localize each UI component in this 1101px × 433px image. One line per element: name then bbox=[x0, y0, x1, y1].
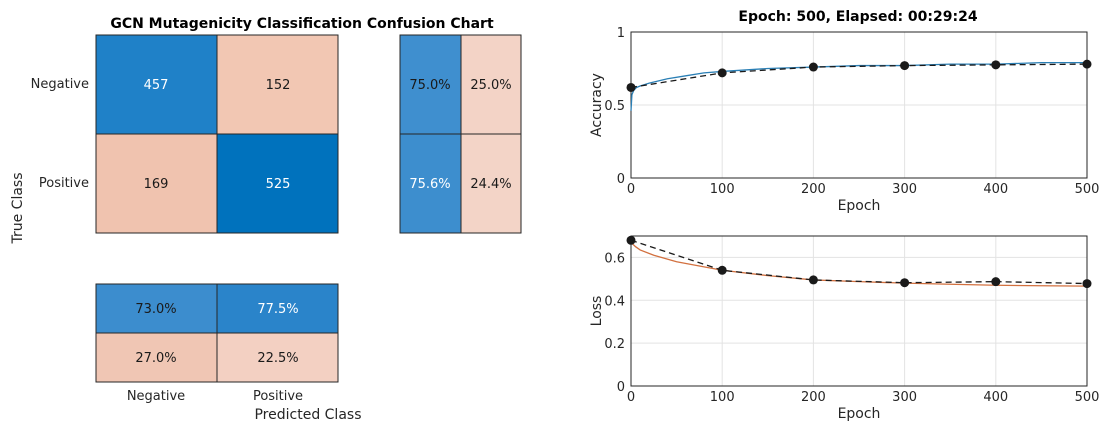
y-axis-label: Accuracy bbox=[589, 73, 605, 137]
cell-value: 525 bbox=[266, 177, 291, 192]
x-tick-label: 100 bbox=[710, 182, 735, 197]
x-axis-label: Epoch bbox=[838, 198, 881, 214]
y-tick-label: 0.6 bbox=[604, 251, 625, 266]
column-summary-value: 22.5% bbox=[257, 351, 298, 366]
column-summary-value: 27.0% bbox=[135, 351, 176, 366]
column-label-negative: Negative bbox=[127, 389, 185, 404]
y-tick-label: 0.2 bbox=[604, 337, 625, 352]
validation-point bbox=[991, 60, 1000, 69]
row-summary: 75.0% 25.0% 75.6% 24.4% bbox=[400, 35, 521, 233]
validation-point bbox=[900, 278, 909, 287]
validation-point bbox=[900, 61, 909, 70]
x-tick-label: 0 bbox=[627, 390, 635, 405]
loss-plot: 0 100 200 300 400 500 0 0.2 0.4 0.6 Epoch Loss bbox=[589, 236, 1099, 422]
x-tick-label: 500 bbox=[1075, 390, 1100, 405]
validation-point bbox=[991, 277, 1000, 286]
validation-point bbox=[1083, 279, 1092, 288]
validation-point bbox=[718, 266, 727, 275]
accuracy-plot: 0 100 200 300 400 500 0 0.5 1 Epoch Accuracy bbox=[589, 26, 1099, 214]
y-tick-label: 1 bbox=[617, 26, 625, 41]
column-summary-value: 73.0% bbox=[135, 302, 176, 317]
true-class-label: True Class bbox=[10, 172, 26, 244]
cell-value: 169 bbox=[144, 177, 169, 192]
row-summary-value: 75.6% bbox=[409, 177, 450, 192]
cell-value: 457 bbox=[144, 78, 169, 93]
x-tick-label: 500 bbox=[1075, 182, 1100, 197]
x-tick-label: 300 bbox=[892, 182, 917, 197]
x-tick-label: 400 bbox=[983, 390, 1008, 405]
x-tick-label: 200 bbox=[801, 390, 826, 405]
y-tick-label: 0 bbox=[617, 172, 625, 187]
y-tick-label: 0.5 bbox=[604, 99, 625, 114]
x-axis-label: Epoch bbox=[838, 406, 881, 422]
validation-point bbox=[1083, 60, 1092, 69]
training-progress-title: Epoch: 500, Elapsed: 00:29:24 bbox=[738, 9, 977, 25]
validation-point bbox=[627, 83, 636, 92]
y-tick-label: 0.4 bbox=[604, 294, 625, 309]
loss-plot-area bbox=[631, 236, 1087, 386]
x-tick-label: 200 bbox=[801, 182, 826, 197]
validation-point bbox=[809, 63, 818, 72]
confusion-matrix: 457 152 169 525 bbox=[96, 35, 338, 233]
row-summary-value: 75.0% bbox=[409, 78, 450, 93]
x-tick-label: 400 bbox=[983, 182, 1008, 197]
validation-point bbox=[809, 275, 818, 284]
y-axis-label: Loss bbox=[589, 296, 605, 327]
row-label-negative: Negative bbox=[31, 77, 89, 92]
x-tick-label: 100 bbox=[710, 390, 735, 405]
column-summary-value: 77.5% bbox=[257, 302, 298, 317]
row-label-positive: Positive bbox=[39, 176, 89, 191]
row-summary-value: 25.0% bbox=[470, 78, 511, 93]
validation-point bbox=[627, 236, 636, 245]
confusion-chart-title: GCN Mutagenicity Classification Confusio… bbox=[110, 16, 494, 32]
x-tick-label: 0 bbox=[627, 182, 635, 197]
cell-value: 152 bbox=[266, 78, 291, 93]
x-tick-label: 300 bbox=[892, 390, 917, 405]
validation-point bbox=[718, 68, 727, 77]
column-label-positive: Positive bbox=[253, 389, 303, 404]
row-summary-value: 24.4% bbox=[470, 177, 511, 192]
predicted-class-label: Predicted Class bbox=[254, 407, 361, 423]
column-summary: 73.0% 77.5% 27.0% 22.5% bbox=[96, 284, 338, 382]
y-tick-label: 0 bbox=[617, 380, 625, 395]
